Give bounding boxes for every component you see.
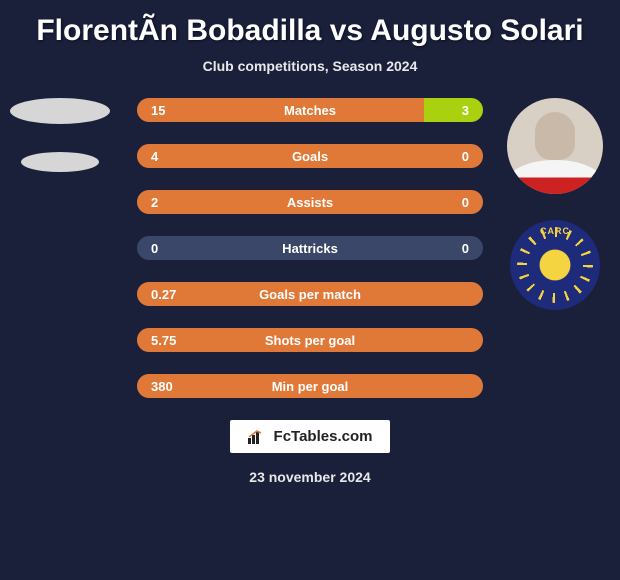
stat-label: Goals per match (259, 287, 361, 302)
brand-box[interactable]: FcTables.com (230, 420, 391, 453)
player-right-photo (507, 98, 603, 194)
stat-label: Hattricks (282, 241, 338, 256)
stat-row: 4 Goals 0 (137, 144, 483, 168)
stat-label: Min per goal (272, 379, 349, 394)
comparison-content: CARC 15 Matches 3 4 Goals 0 2 Assists 0 0 Hattrick… (0, 88, 620, 398)
page-title: FlorentÃ­n Bobadilla vs Augusto Solari (0, 0, 620, 52)
stat-fill-right (424, 98, 483, 122)
stat-label: Goals (292, 149, 328, 164)
stat-left-value: 0 (151, 241, 158, 256)
subtitle: Club competitions, Season 2024 (0, 52, 620, 88)
stat-right-value: 3 (462, 103, 469, 118)
player-left-crest-placeholder (21, 152, 99, 172)
stat-row: 2 Assists 0 (137, 190, 483, 214)
stat-row: 380 Min per goal (137, 374, 483, 398)
stat-left-value: 2 (151, 195, 158, 210)
footer-brand[interactable]: FcTables.com (0, 420, 620, 453)
stat-left-value: 380 (151, 379, 173, 394)
stat-label: Matches (284, 103, 336, 118)
stat-label: Shots per goal (265, 333, 355, 348)
stat-right-value: 0 (462, 195, 469, 210)
player-left-column (0, 88, 120, 172)
footer-date: 23 november 2024 (0, 453, 620, 485)
stat-left-value: 0.27 (151, 287, 176, 302)
stat-right-value: 0 (462, 241, 469, 256)
stat-row: 0 Hattricks 0 (137, 236, 483, 260)
stat-left-value: 5.75 (151, 333, 176, 348)
brand-text: FcTables.com (274, 428, 373, 445)
crest-sun-icon (527, 237, 583, 293)
player-right-column: CARC (490, 98, 620, 310)
stat-right-value: 0 (462, 149, 469, 164)
stat-label: Assists (287, 195, 333, 210)
player-left-photo-placeholder (10, 98, 110, 124)
stat-row: 5.75 Shots per goal (137, 328, 483, 352)
stat-row: 0.27 Goals per match (137, 282, 483, 306)
player-right-crest: CARC (510, 220, 600, 310)
stat-row: 15 Matches 3 (137, 98, 483, 122)
stat-left-value: 4 (151, 149, 158, 164)
stat-left-value: 15 (151, 103, 165, 118)
stat-fill-left (137, 98, 424, 122)
bars-icon (248, 430, 266, 444)
